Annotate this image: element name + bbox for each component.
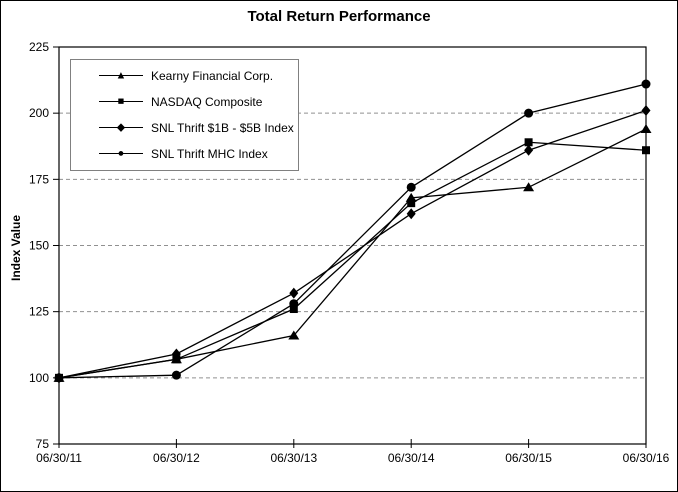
data-point <box>171 348 181 360</box>
chart-title: Total Return Performance <box>247 8 431 25</box>
y-tick-label: 175 <box>29 172 49 186</box>
y-tick-label: 100 <box>29 371 49 385</box>
data-point <box>524 108 534 118</box>
data-point <box>407 199 416 208</box>
series-line-2 <box>58 109 647 379</box>
data-point <box>524 138 533 147</box>
x-tick-label: 06/30/16 <box>623 451 670 465</box>
data-point <box>171 370 181 380</box>
data-point <box>523 182 535 192</box>
x-tick-label: 06/30/15 <box>505 451 552 465</box>
data-point <box>289 299 299 309</box>
y-tick-label: 150 <box>29 239 49 253</box>
data-point <box>641 105 651 117</box>
diamond-marker-icon: ◆ <box>99 121 143 135</box>
y-tick-label: 75 <box>36 437 50 451</box>
triangle-marker-icon: ▲ <box>99 69 143 83</box>
legend-item-nasdaq-composite: ■ NASDAQ Composite <box>99 95 294 109</box>
square-marker-icon: ■ <box>99 95 143 109</box>
x-tick-label: 06/30/11 <box>36 451 82 465</box>
legend-label: SNL Thrift $1B - $5B Index <box>151 121 294 135</box>
data-point <box>640 124 652 134</box>
data-point <box>642 146 650 155</box>
data-point <box>524 144 534 156</box>
legend-label: Kearny Financial Corp. <box>151 69 274 83</box>
y-tick-label: 200 <box>29 106 49 120</box>
legend-label: NASDAQ Composite <box>151 95 263 109</box>
data-point <box>406 208 416 220</box>
y-tick-label: 125 <box>29 305 49 319</box>
legend-item-snl-thrift-mhc: ● SNL Thrift MHC Index <box>99 147 294 161</box>
series-line-3 <box>58 83 647 379</box>
data-point <box>289 305 298 314</box>
legend-item-kearny-financial: ▲ Kearny Financial Corp. <box>99 69 294 83</box>
data-point <box>54 373 64 383</box>
series-line-1 <box>58 141 647 379</box>
legend: ▲ Kearny Financial Corp. ■ NASDAQ Compos… <box>70 59 299 171</box>
x-tick-label: 06/30/14 <box>388 451 435 465</box>
y-tick-label: 225 <box>29 40 49 54</box>
circle-marker-icon: ● <box>99 147 143 161</box>
data-point <box>406 182 416 192</box>
data-point <box>288 330 300 340</box>
legend-item-snl-thrift-1b-5b: ◆ SNL Thrift $1B - $5B Index <box>99 121 294 135</box>
legend-label: SNL Thrift MHC Index <box>151 147 268 161</box>
data-point <box>641 79 651 89</box>
x-tick-label: 06/30/13 <box>270 451 317 465</box>
data-point <box>289 287 299 299</box>
x-tick-label: 06/30/12 <box>153 451 200 465</box>
